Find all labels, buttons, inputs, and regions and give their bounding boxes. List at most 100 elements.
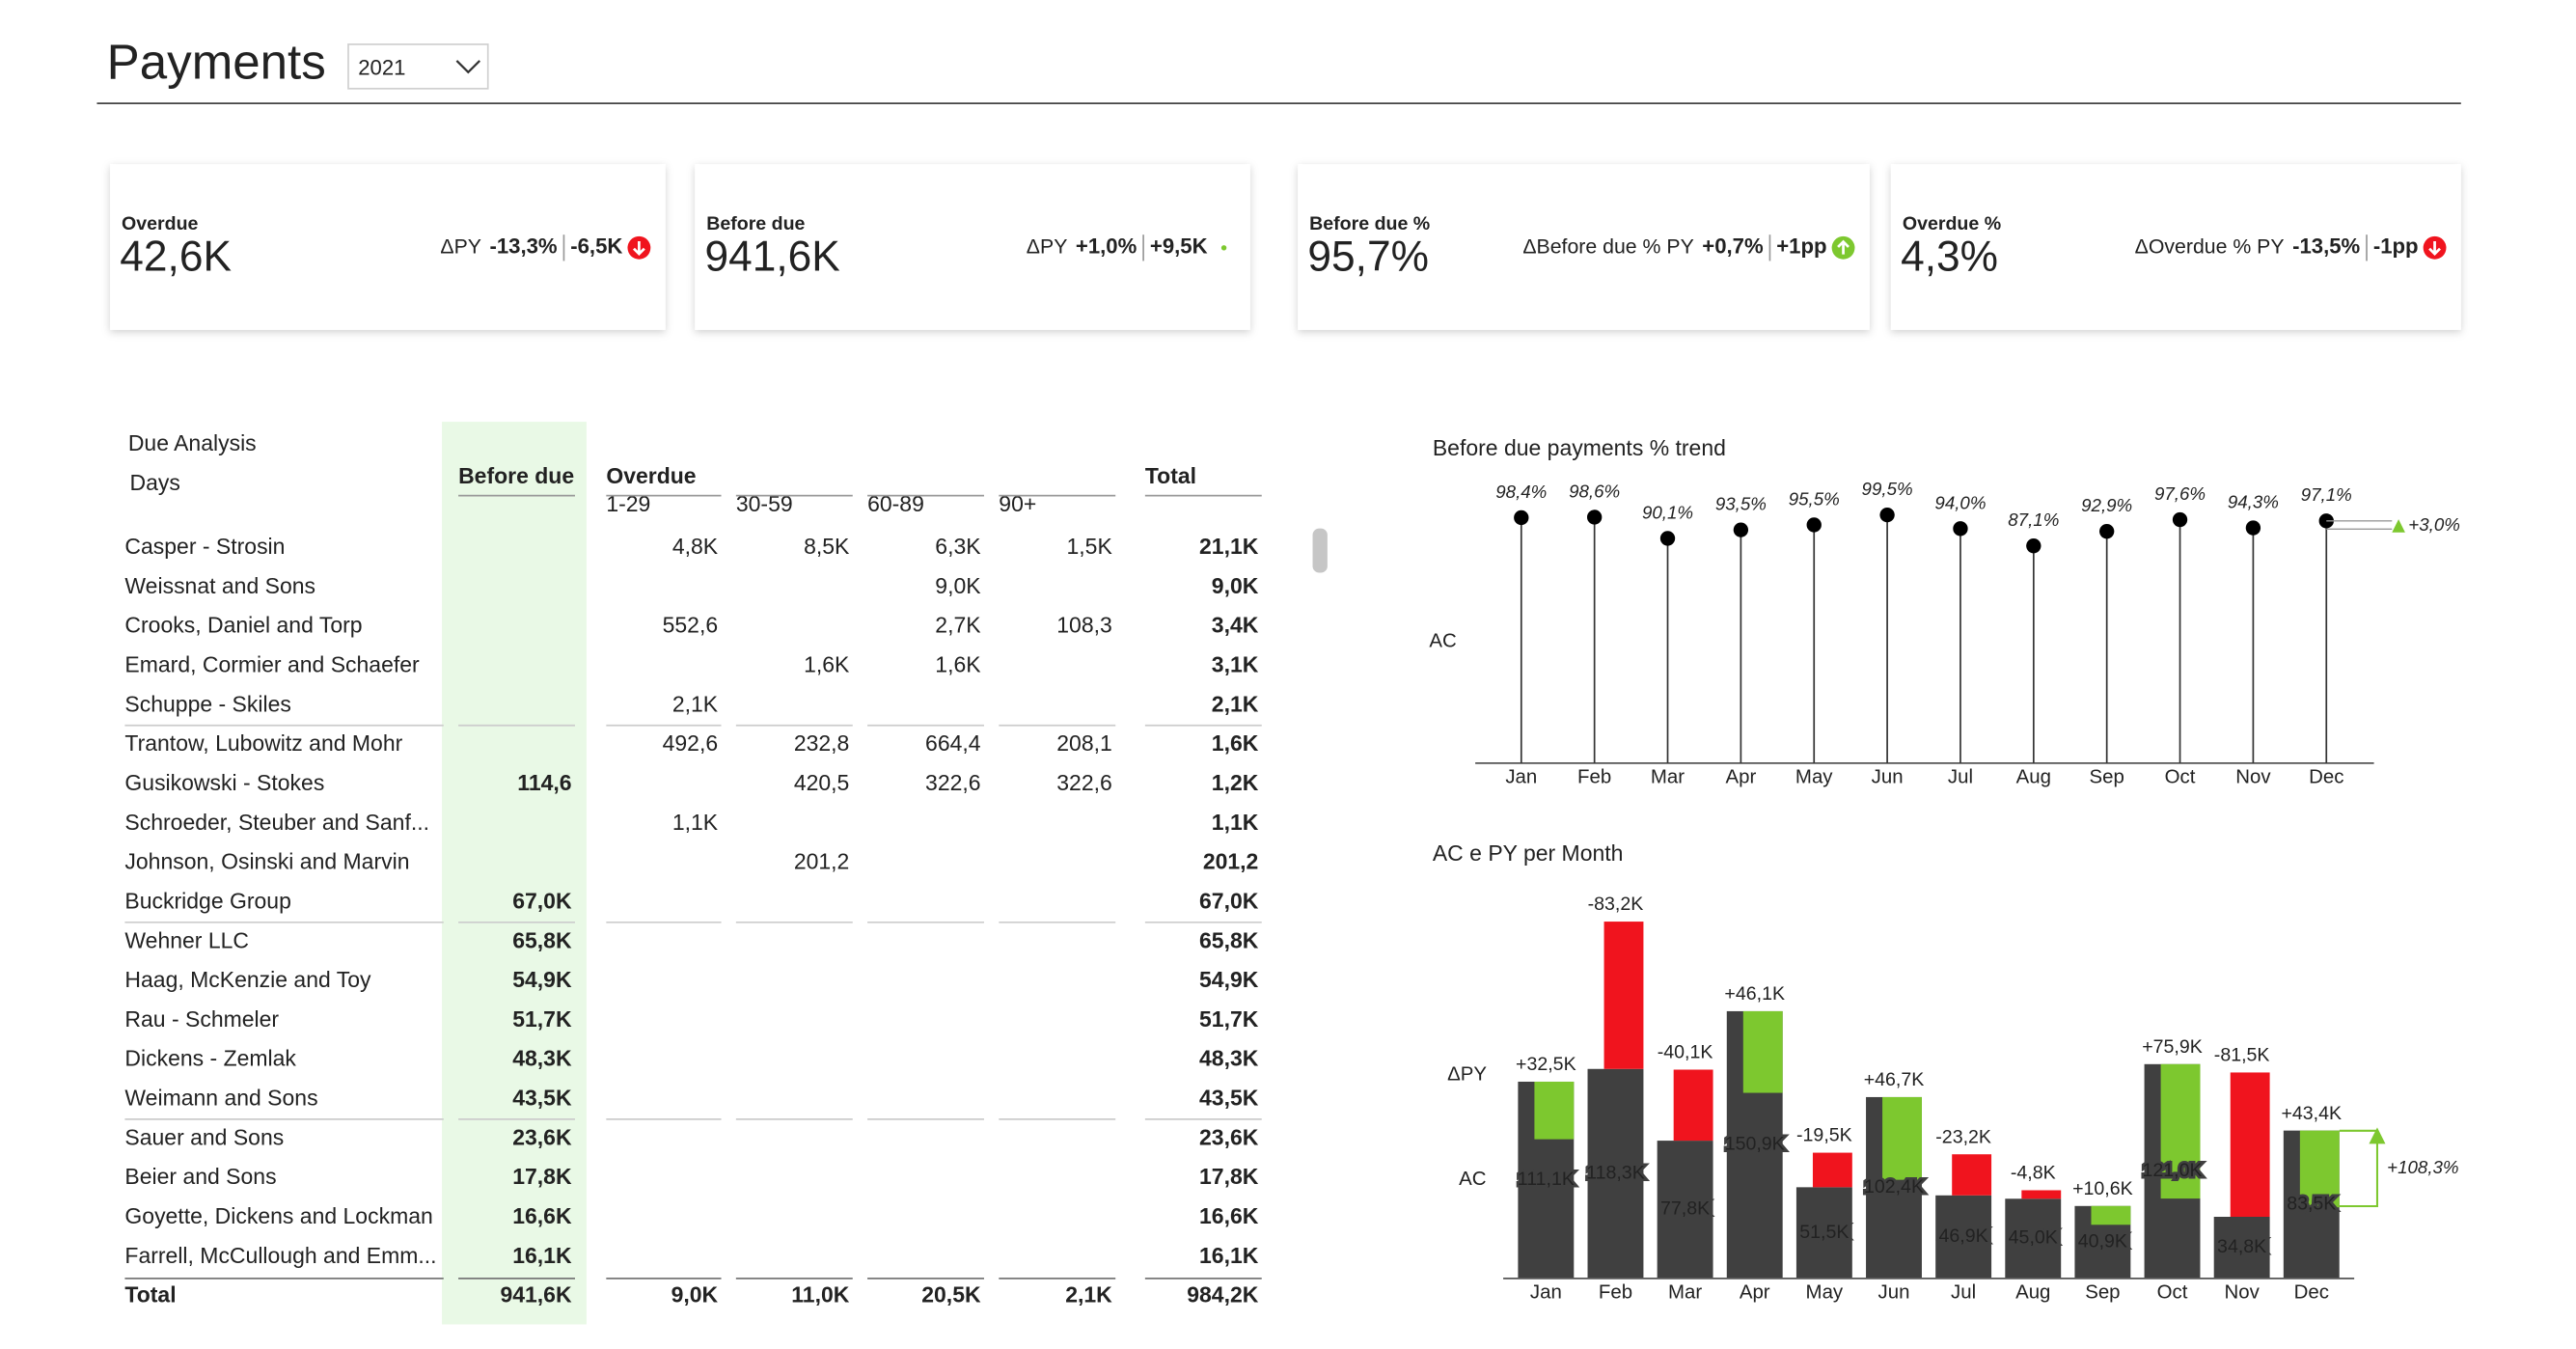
annotation-arrowhead: [2369, 1127, 2386, 1144]
table-cell: 43,5K: [512, 1086, 572, 1111]
kpi-delta-label: ΔOverdue % PY: [2135, 234, 2285, 258]
row-name: Goyette, Dickens and Lockman: [124, 1203, 432, 1228]
dropdown-chevron: [455, 60, 481, 74]
x-tick-label: Feb: [1577, 767, 1611, 788]
data-label: 94,0%: [1934, 492, 1986, 512]
ac-label: 111,1K: [1518, 1169, 1575, 1190]
lollipop-dot: [2245, 520, 2261, 536]
kpi-value: 941,6K: [705, 233, 840, 280]
table-cell: 65,8K: [512, 927, 572, 952]
delta-label: +46,1K: [1724, 983, 1785, 1005]
table-cell: 51,7K: [512, 1006, 572, 1032]
table-cell: 9,0K: [935, 573, 981, 598]
delta-bar: [2230, 1072, 2270, 1218]
year-value: 2021: [358, 55, 405, 79]
row-name: Beier and Sons: [124, 1164, 276, 1189]
table-cell: 9,0K: [1212, 573, 1259, 598]
row-name: Haag, McKenzie and Toy: [124, 967, 371, 992]
ac-bar: [1795, 1187, 1852, 1279]
delta-label: -83,2K: [1588, 894, 1644, 915]
chart-title: Before due payments % trend: [1433, 435, 1726, 460]
delta-bar: [1812, 1152, 1852, 1188]
delta-bar: [1534, 1081, 1575, 1140]
trend-arrow: [632, 241, 645, 257]
lollipop-dot: [1953, 521, 1968, 537]
year-dropdown[interactable]: [347, 43, 489, 90]
table-title: Due Analysis: [128, 430, 257, 455]
delta-label: -4,8K: [2011, 1163, 2056, 1184]
column-header: Overdue: [606, 463, 696, 488]
table-cell: 322,6: [925, 770, 981, 795]
delta-label: -19,5K: [1796, 1125, 1852, 1146]
delta-label: +46,7K: [1864, 1069, 1925, 1090]
table-cell: 552,6: [663, 613, 719, 638]
table-cell: 43,5K: [1199, 1086, 1259, 1111]
x-tick-label: Dec: [2309, 767, 2343, 788]
table-cell: 8,5K: [804, 534, 850, 559]
table-cell: 17,8K: [512, 1164, 572, 1189]
trend-dot: [1220, 245, 1227, 251]
ac-label: 77,8K: [1660, 1198, 1710, 1220]
kpi-delta-label: ΔPY: [440, 234, 481, 258]
ac-bar: [1657, 1141, 1713, 1279]
table-cell: 3,4K: [1212, 613, 1259, 638]
lollipop-dot: [2026, 538, 2042, 554]
table-cell: 1,5K: [1067, 534, 1113, 559]
delta-bar: [1673, 1069, 1713, 1142]
delta-bar: [2299, 1130, 2340, 1208]
ac-label: 51,5K: [1799, 1222, 1849, 1243]
kpi-delta-pct: -13,5%: [2292, 234, 2360, 259]
x-tick-label: Oct: [2157, 1282, 2188, 1304]
table-cell: 2,1K: [1065, 1282, 1112, 1308]
x-tick-label: May: [1806, 1282, 1844, 1304]
row-name: Total: [124, 1282, 176, 1308]
lollipop-dot: [2172, 511, 2188, 528]
data-label: 93,5%: [1715, 494, 1767, 514]
ac-label: 40,9K: [2078, 1231, 2127, 1253]
lollipop-dot: [1733, 522, 1749, 537]
table-cell: 23,6K: [512, 1124, 572, 1149]
row-name: Farrell, McCullough and Emm...: [124, 1243, 436, 1268]
ac-label: 45,0K: [2009, 1227, 2058, 1249]
x-tick-label: Sep: [2090, 767, 2124, 788]
kpi-delta-label: ΔBefore due % PY: [1522, 234, 1693, 258]
kpi-delta-pct: +0,7%: [1702, 234, 1764, 259]
row-name: Johnson, Osinski and Marvin: [124, 849, 409, 874]
row-name: Schuppe - Skiles: [124, 691, 290, 716]
annotation-triangle: [2392, 519, 2405, 533]
table-cell: 67,0K: [1199, 888, 1259, 913]
row-name: Trantow, Lubowitz and Mohr: [124, 730, 402, 756]
table-cell: 232,8: [794, 730, 850, 756]
data-label: 99,5%: [1862, 479, 1913, 499]
scrollbar[interactable]: [1312, 528, 1328, 573]
ac-label: 102,4K: [1864, 1176, 1924, 1198]
kpi-label: Before due %: [1309, 213, 1430, 234]
column-header: Before due: [458, 463, 574, 488]
x-tick-label: May: [1795, 767, 1833, 788]
row-name: Schroeder, Steuber and Sanf...: [124, 810, 429, 835]
kpi-delta-pct: -13,3%: [490, 234, 558, 259]
lollipop-dot: [1879, 507, 1895, 523]
kpi-card: [695, 164, 1250, 330]
table-cell: 984,2K: [1187, 1282, 1259, 1308]
annotation-arrow: [2339, 1129, 2378, 1208]
ac-bar: [2213, 1217, 2270, 1279]
row-name: Gusikowski - Stokes: [124, 770, 324, 795]
table-cell: 9,0K: [671, 1282, 719, 1308]
kpi-delta-abs: -1pp: [2373, 234, 2419, 259]
delta-bar: [1882, 1096, 1922, 1180]
data-label: 98,4%: [1495, 482, 1547, 502]
row-name: Emard, Cormier and Schaefer: [124, 652, 420, 677]
table-cell: 4,8K: [672, 534, 719, 559]
ac-bar: [1935, 1195, 1992, 1279]
x-tick-label: Jun: [1872, 767, 1904, 788]
table-cell: 941,6K: [500, 1282, 572, 1308]
row-name: Dickens - Zemlak: [124, 1046, 296, 1071]
table-cell: 16,1K: [512, 1243, 572, 1268]
table-cell: 1,1K: [672, 810, 719, 835]
table-cell: 17,8K: [1199, 1164, 1259, 1189]
table-cell: 492,6: [663, 730, 719, 756]
row-header: Days: [130, 470, 180, 495]
kpi-label: Before due: [706, 213, 805, 234]
